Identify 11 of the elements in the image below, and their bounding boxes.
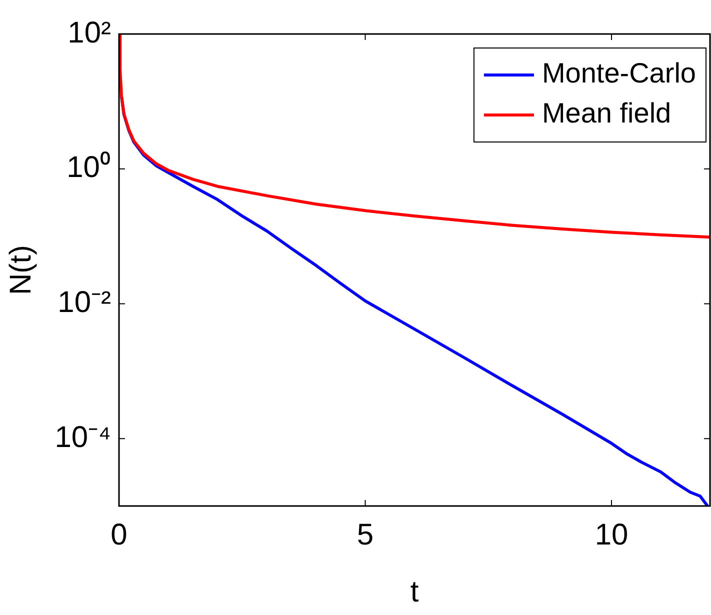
y-axis-title: N(t) xyxy=(4,245,38,295)
y-tick-label: 10⁰ xyxy=(66,151,111,184)
x-tick-label: 5 xyxy=(356,518,374,552)
y-tick-label: 10² xyxy=(68,16,112,50)
legend-label: Monte-Carlo xyxy=(542,58,696,89)
x-tick-label: 10 xyxy=(594,518,628,552)
legend-label: Mean field xyxy=(542,98,672,129)
y-tick-label: 10⁻⁴ xyxy=(54,420,111,454)
x-axis-title: t xyxy=(410,575,420,608)
x-tick-label: 0 xyxy=(110,518,128,552)
y-tick-label: 10⁻² xyxy=(58,286,112,319)
